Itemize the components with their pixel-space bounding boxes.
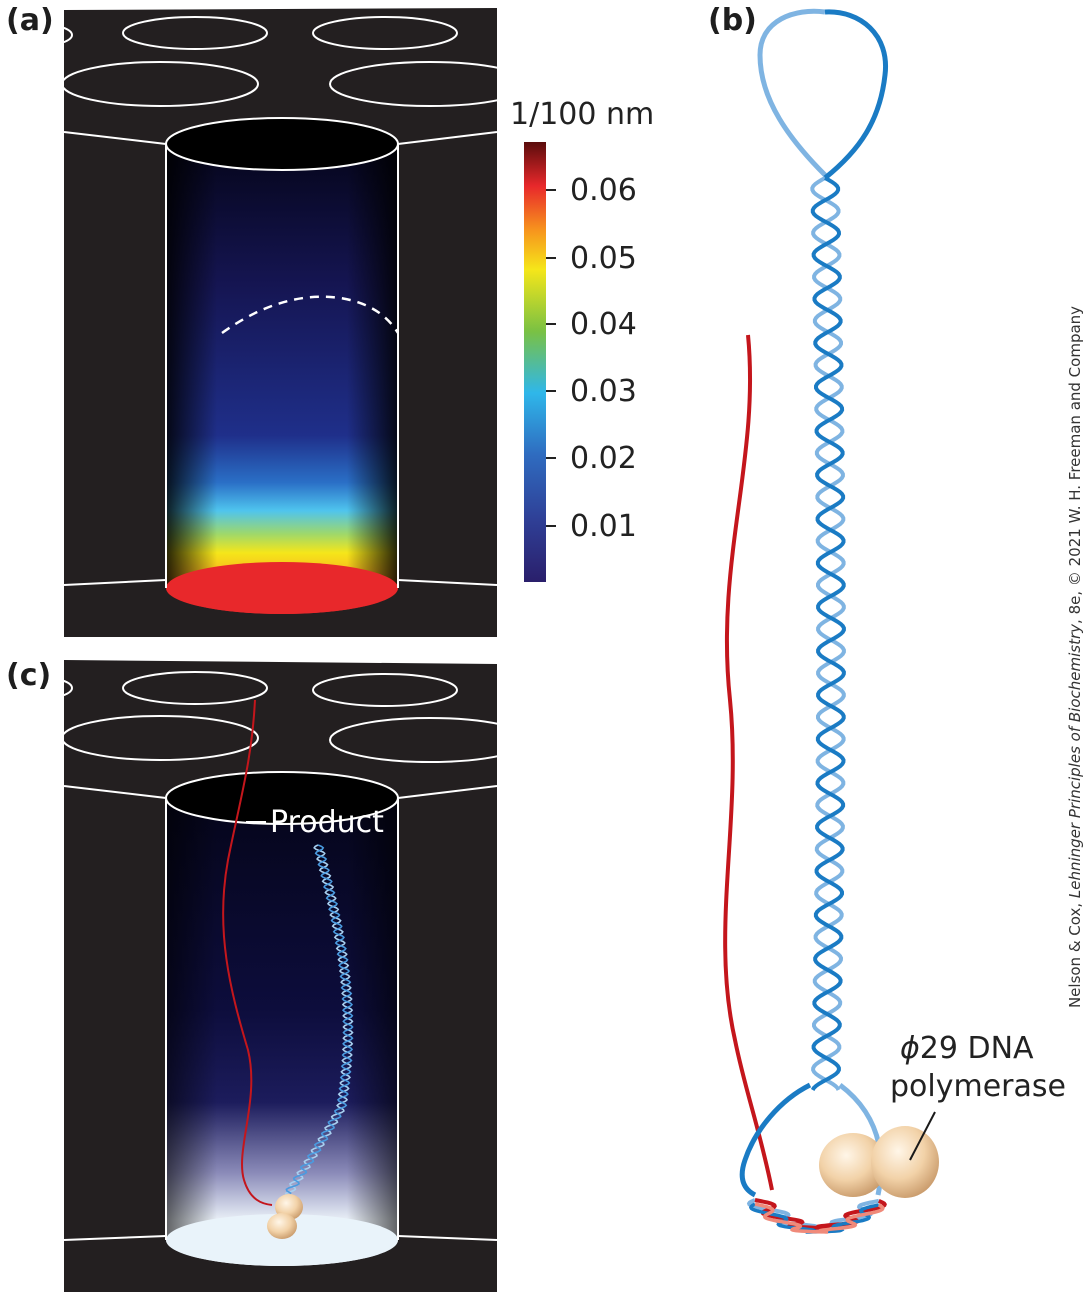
colorbar-tick-label: 0.01 bbox=[570, 509, 637, 544]
colorbar-tick-label: 0.04 bbox=[570, 307, 637, 342]
colorbar-gradient bbox=[524, 142, 546, 582]
polymerase-b bbox=[819, 1126, 939, 1198]
polymerase-label-line2: polymerase bbox=[890, 1069, 1066, 1104]
reaction-well-c bbox=[165, 771, 399, 1266]
panel-b: (b) ϕ29 DNA polymerase bbox=[708, 3, 1066, 1234]
product-strand-b bbox=[723, 334, 774, 1191]
boundary-dashed-line bbox=[221, 295, 400, 335]
helix-strand-dark bbox=[810, 176, 846, 1091]
replicating-region bbox=[746, 1198, 887, 1234]
polymerase-leader-line bbox=[909, 1111, 936, 1161]
helix-strand-light bbox=[810, 176, 846, 1091]
panel-a: (a) bbox=[0, 3, 531, 637]
credit-before: Nelson & Cox, bbox=[1066, 898, 1084, 1008]
polymerase-name-part: 29 DNA bbox=[920, 1031, 1034, 1066]
dna-loop-dark bbox=[823, 9, 889, 180]
colorbar-tick-label: 0.06 bbox=[570, 173, 637, 208]
reaction-well-a bbox=[165, 117, 400, 614]
polymerase-c bbox=[267, 1194, 303, 1239]
colorbar-tick-label: 0.02 bbox=[570, 441, 637, 476]
colorbar-unit-label: 1/100 nm bbox=[510, 97, 654, 132]
colorbar-tick-label: 0.05 bbox=[570, 241, 637, 276]
replicating-region-secondary bbox=[748, 1202, 885, 1234]
fork-strand-left bbox=[739, 1082, 812, 1198]
panel-label-a: (a) bbox=[6, 3, 54, 38]
product-strand-c bbox=[222, 699, 273, 1206]
panel-label-b: (b) bbox=[708, 3, 757, 38]
polymerase-label-line1: ϕ29 DNA bbox=[900, 1031, 1034, 1066]
dna-helix-b bbox=[810, 176, 846, 1091]
credit-line: Nelson & Cox, Lehninger Principles of Bi… bbox=[1066, 306, 1084, 1008]
panel-c: Product (c) bbox=[0, 658, 531, 1292]
colorbar-tick-label: 0.03 bbox=[570, 374, 637, 409]
helix-strand-dark bbox=[285, 844, 354, 1195]
credit-italic: Lehninger Principles of Biochemistry bbox=[1066, 623, 1084, 898]
product-label: Product bbox=[270, 805, 384, 840]
dna-loop-light bbox=[757, 8, 827, 177]
polymerase-symbol: ϕ bbox=[900, 1031, 920, 1066]
helix-strand-light bbox=[284, 844, 354, 1195]
dna-helix-c bbox=[284, 844, 354, 1195]
colorbar: 1/100 nm 0.06 0.05 0.04 0.03 0.02 0.01 bbox=[510, 97, 654, 582]
credit-after: , 8e, © 2021 W. H. Freeman and Company bbox=[1066, 306, 1084, 624]
panel-label-c: (c) bbox=[6, 658, 51, 693]
helix-strand-dark bbox=[754, 1202, 885, 1234]
